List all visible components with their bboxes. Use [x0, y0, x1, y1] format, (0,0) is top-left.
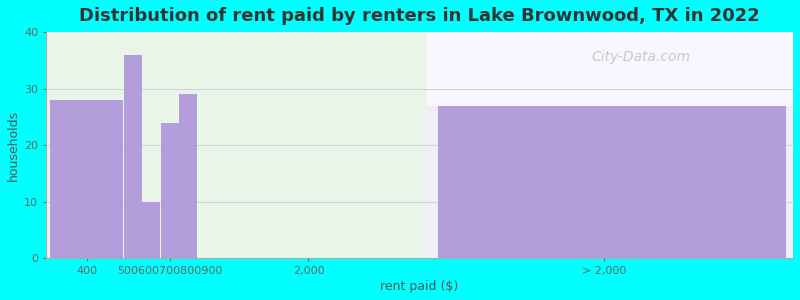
Bar [142, 202, 160, 258]
Bar [427, 32, 793, 106]
Bar [161, 122, 179, 258]
Text: City-Data.com: City-Data.com [591, 50, 690, 64]
X-axis label: rent paid ($): rent paid ($) [380, 280, 458, 293]
Bar [179, 94, 198, 258]
Bar [438, 106, 786, 258]
Y-axis label: households: households [7, 110, 20, 181]
Bar [46, 32, 427, 258]
Bar [124, 55, 142, 258]
Title: Distribution of rent paid by renters in Lake Brownwood, TX in 2022: Distribution of rent paid by renters in … [79, 7, 760, 25]
Bar [50, 100, 123, 258]
Bar [427, 32, 793, 258]
